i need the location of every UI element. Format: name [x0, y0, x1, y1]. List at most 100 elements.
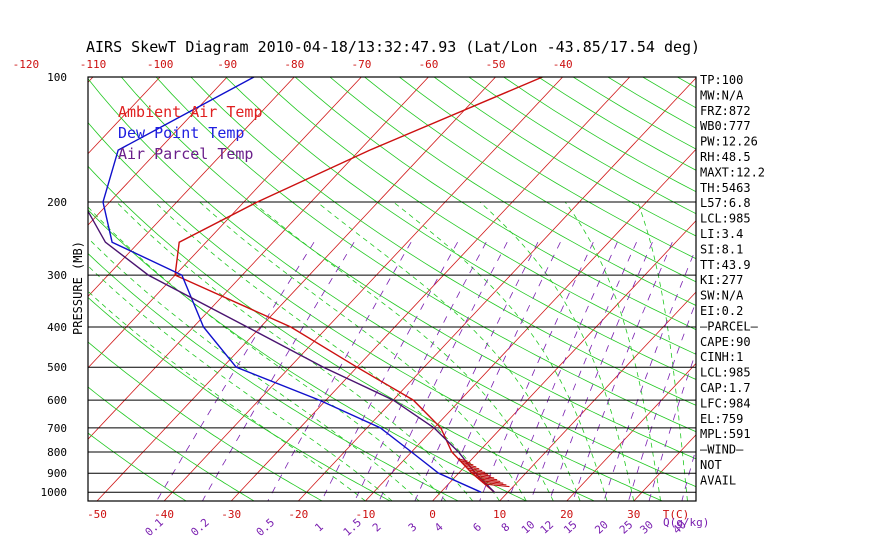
- mixing-ratio-line: [548, 242, 653, 501]
- legend-entry: Air Parcel Temp: [118, 145, 253, 163]
- dry-adiabat-line: [851, 77, 870, 501]
- profile-line: [174, 77, 543, 493]
- isotherm-line: [88, 77, 362, 369]
- index-label: LCL:985: [700, 366, 751, 380]
- mixing-ratio-label: 20: [592, 518, 611, 537]
- top-temp-tick-label: -50: [486, 58, 506, 71]
- index-label: SW:N/A: [700, 289, 744, 303]
- top-temp-tick-label: -100: [147, 58, 174, 71]
- index-label: PW:12.26: [700, 135, 758, 149]
- wind-barb: [470, 471, 489, 475]
- dry-adiabat-line: [88, 209, 527, 501]
- mixing-ratio-label: 3: [406, 520, 420, 534]
- dry-adiabat-line: [817, 77, 870, 501]
- isotherm-line: [298, 77, 696, 501]
- dry-adiabat-line: [88, 341, 323, 501]
- isotherm-line: [499, 291, 696, 501]
- pressure-tick-label: 900: [47, 467, 67, 480]
- isotherm-line: [230, 77, 631, 501]
- pressure-tick-label: 300: [47, 269, 67, 282]
- moist-adiabat-line: [393, 201, 608, 501]
- isotherm-line: [88, 77, 228, 226]
- index-label: —WIND—: [700, 443, 744, 457]
- dry-adiabat-line: [329, 77, 696, 306]
- top-temp-tick-label: -40: [553, 58, 573, 71]
- index-label: CAP:1.7: [700, 381, 751, 395]
- mixing-ratio-line: [378, 242, 508, 501]
- index-label: EL:759: [700, 412, 743, 426]
- pressure-tick-label: 600: [47, 394, 67, 407]
- top-temp-tick-label: -60: [419, 58, 439, 71]
- mixing-ratio-label: 2: [370, 520, 384, 534]
- dry-adiabat-line: [225, 77, 696, 380]
- moist-adiabat-line: [88, 265, 393, 501]
- mixing-ratio-label: 12: [538, 518, 557, 537]
- dry-adiabat-line: [88, 165, 595, 501]
- chart-title: AIRS SkewT Diagram 2010-04-18/13:32:47.9…: [86, 38, 700, 56]
- index-label: MAXT:12.2: [700, 165, 765, 179]
- dry-adiabat-line: [468, 77, 696, 215]
- moist-adiabat-line: [154, 201, 500, 501]
- top-temp-tick-label: -110: [80, 58, 107, 71]
- isotherm-line: [432, 220, 696, 501]
- pressure-tick-label: 1000: [41, 486, 68, 499]
- bottom-temp-tick-label: -20: [288, 508, 308, 521]
- top-temp-tick-label: -80: [284, 58, 304, 71]
- dry-adiabat-line: [88, 386, 255, 501]
- wind-barb: [466, 467, 483, 472]
- pressure-tick-label: 100: [47, 71, 67, 84]
- moist-adiabat-line: [316, 201, 581, 501]
- index-label: NOT: [700, 458, 722, 472]
- legend-entry: Ambient Air Temp: [118, 103, 263, 121]
- index-label: FRZ:872: [700, 104, 751, 118]
- temp-unit-label: T(C): [663, 508, 690, 521]
- top-temp-tick-label: -90: [217, 58, 237, 71]
- bottom-temp-tick-label: 10: [493, 508, 506, 521]
- mixing-ratio-line: [530, 242, 637, 501]
- mixing-ratio-label: 4: [432, 520, 446, 534]
- moist-adiabat-line: [637, 201, 688, 501]
- mixing-ratio-line: [202, 241, 355, 501]
- mixing-ratio-label: 1: [312, 520, 326, 534]
- isotherm-line: [88, 77, 429, 440]
- wind-barb: [461, 461, 474, 466]
- mixing-ratio-line: [603, 247, 696, 501]
- dry-adiabat-line: [294, 77, 696, 331]
- isotherm-line: [566, 362, 696, 501]
- index-label: AVAIL: [700, 473, 736, 487]
- pressure-tick-label: 400: [47, 321, 67, 334]
- index-label: L57:6.8: [700, 196, 751, 210]
- index-label: TH:5463: [700, 181, 751, 195]
- index-label: RH:48.5: [700, 150, 751, 164]
- mixing-ratio-line: [648, 350, 696, 501]
- isotherm-line: [0, 77, 26, 501]
- index-label: TT:43.9: [700, 258, 751, 272]
- wind-barb: [464, 465, 480, 470]
- bottom-temp-tick-label: 30: [627, 508, 640, 521]
- moist-adiabat-line: [88, 290, 366, 501]
- index-label: CAPE:90: [700, 335, 751, 349]
- isotherm-line: [88, 77, 295, 298]
- bottom-temp-tick-label: -10: [355, 508, 375, 521]
- index-label: MPL:591: [700, 427, 751, 441]
- mixing-ratio-line: [628, 300, 696, 501]
- dry-adiabat-line: [88, 122, 663, 501]
- mixing-ratio-label: 8: [499, 520, 513, 534]
- dry-adiabat-line: [260, 77, 696, 355]
- wind-barb: [480, 480, 504, 484]
- mixing-ratio-line: [440, 242, 561, 501]
- index-label: LCL:985: [700, 212, 751, 226]
- dry-adiabat-line: [88, 296, 391, 501]
- pressure-tick-label: 500: [47, 361, 67, 374]
- mixing-ratio-line: [354, 242, 487, 501]
- moist-adiabat-line: [199, 201, 527, 501]
- bottom-temp-tick-label: -50: [87, 508, 107, 521]
- bottom-temp-tick-label: 0: [429, 508, 436, 521]
- moist-adiabat-line: [564, 201, 661, 501]
- wind-barb: [484, 483, 510, 488]
- index-label: —PARCEL—: [700, 319, 759, 333]
- isotherm-line: [88, 77, 161, 155]
- wind-barb: [482, 481, 507, 486]
- profile-line: [102, 77, 482, 493]
